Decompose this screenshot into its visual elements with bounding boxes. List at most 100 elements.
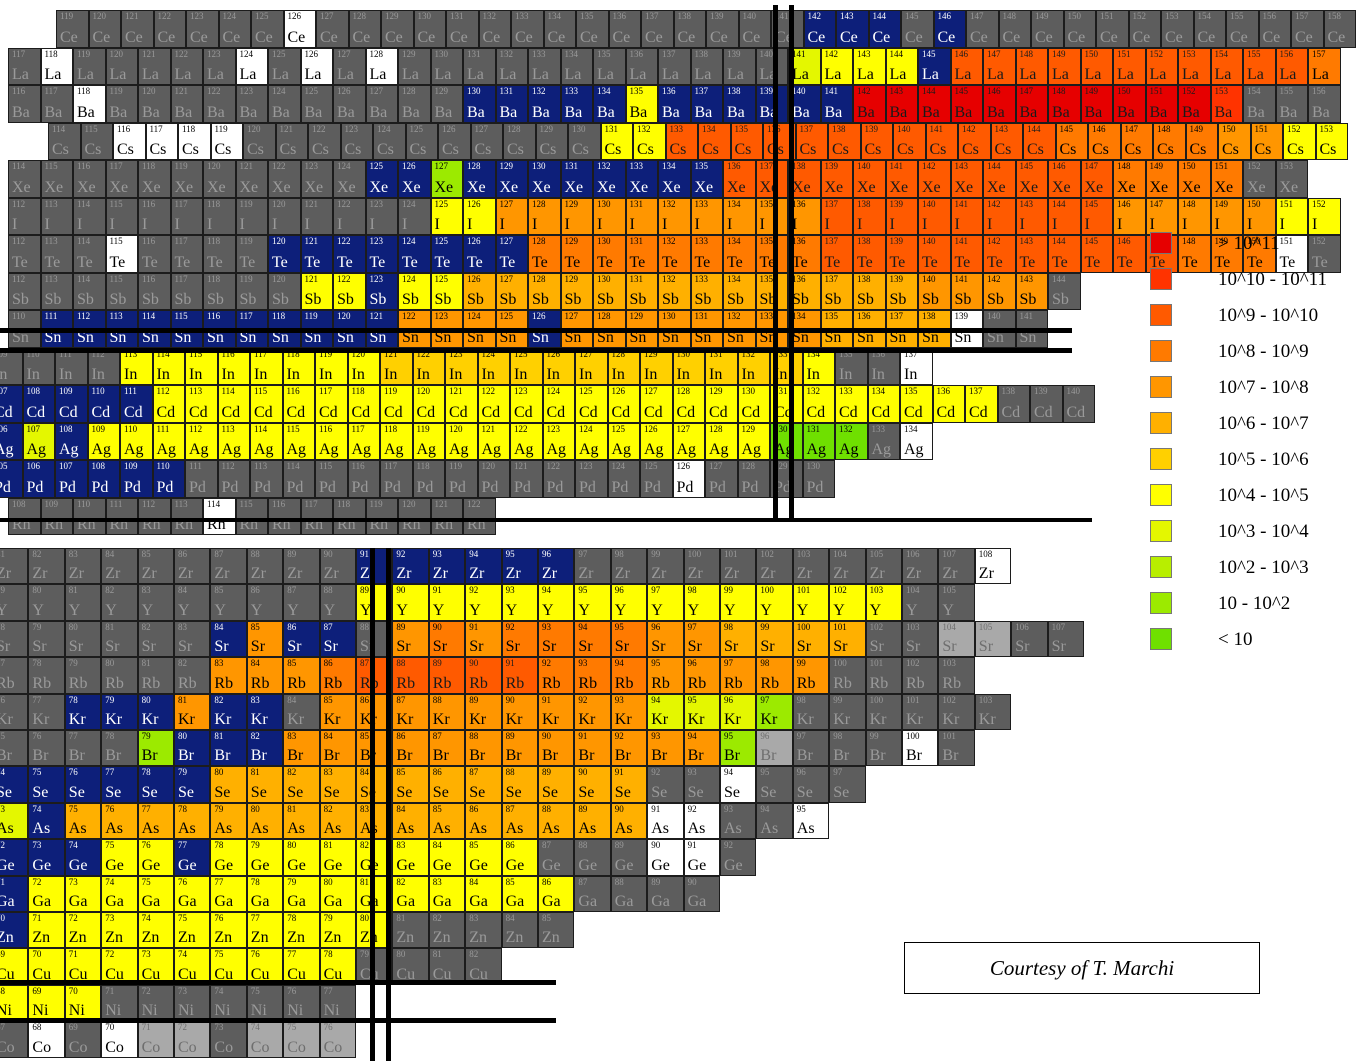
nuclide-cell: 77 As [137, 802, 174, 840]
mass-number: 129 [434, 86, 449, 96]
nuclide-cell: 70Zn [0, 912, 29, 949]
element-symbol: Xe [142, 178, 161, 196]
nuclide-cell: 117 In [250, 347, 283, 385]
mass-number: 137 [694, 86, 709, 96]
mass-number: 125 [369, 161, 384, 171]
nuclide-cell: 93 Se [683, 766, 720, 803]
nuclide-cell: 142 Xe [918, 160, 951, 198]
nuclide-cell: 134 Ba [593, 85, 626, 123]
nuclide-cell: 118 In [282, 347, 315, 385]
element-symbol: Zn [141, 929, 160, 947]
legend-label: 10^2 - 10^3 [1218, 557, 1309, 578]
nuclide-cell: 118 I [203, 197, 236, 235]
mass-number: 139 [727, 48, 741, 59]
element-symbol: Y [542, 601, 554, 619]
nuclide-cell: 145 Cs [1055, 122, 1088, 160]
nuclide-cell: 84 Rb [246, 657, 284, 694]
mass-number: 92 [469, 585, 479, 596]
element-symbol: Ba [109, 103, 128, 121]
mass-number: 126 [611, 386, 626, 396]
nuclide-cell: 80 As [246, 802, 284, 840]
element-symbol: I [1312, 216, 1318, 233]
element-symbol: I [142, 216, 148, 233]
element-symbol: I [337, 216, 343, 233]
element-symbol: La [922, 66, 939, 83]
nuclide-cell: 119 Ag [412, 422, 445, 460]
element-symbol: Xe [694, 178, 714, 196]
element-symbol: Se [651, 783, 668, 801]
nuclide-cell: 134 Cd [867, 385, 900, 423]
nuclide-cell: 95 As [792, 802, 830, 840]
nuclide-cell: 74Se [0, 766, 29, 803]
nuclide-cell: 122 Ce [153, 10, 186, 48]
element-symbol: Ga [178, 892, 197, 910]
element-symbol: Cd [969, 403, 988, 421]
nuclide-cell: 141 Sb [950, 272, 983, 310]
element-symbol: Cd [449, 403, 468, 421]
mass-number: 88 [614, 876, 624, 887]
mass-number: 139 [759, 86, 774, 96]
element-symbol: La [142, 66, 159, 83]
mass-number: 121 [174, 86, 189, 96]
element-symbol: Cu [432, 965, 452, 983]
mass-number: 119 [77, 48, 91, 59]
mass-number: 97 [687, 621, 697, 632]
element-symbol: La [109, 66, 127, 83]
nuclide-cell: 116 Pd [347, 460, 380, 498]
nuclide-cell: 123 La [203, 47, 236, 85]
nuclide-cell: 157 La [1308, 47, 1341, 85]
element-symbol: Co [68, 1038, 88, 1056]
nuclide-cell: 90 Se [574, 766, 611, 803]
mass-number: 116 [77, 161, 91, 171]
nuclide-cell: 128 Pd [737, 460, 770, 498]
nuclide-cell: 77 Ni [319, 984, 356, 1022]
nuclide-cell: 102 Zr [756, 548, 793, 585]
element-symbol: Ce [547, 28, 566, 46]
mass-number: 113 [174, 498, 188, 509]
nuclide-cell: 73 Ni [174, 984, 211, 1022]
nuclide-cell: 75 Zn [174, 912, 211, 949]
element-symbol: In [189, 366, 203, 383]
element-symbol: La [1279, 66, 1297, 83]
nuclide-cell: 77Rb [0, 657, 29, 694]
element-symbol: Te [402, 253, 418, 271]
mass-number: 106 [26, 461, 41, 471]
element-symbol: Ce [775, 28, 793, 46]
element-symbol: Br [760, 747, 777, 765]
element-symbol: Xe [1279, 178, 1299, 196]
mass-number: 96 [542, 549, 551, 559]
nuclide-cell: 88 Ge [574, 839, 611, 876]
nuclide-cell: 96 Se [792, 766, 830, 803]
element-symbol: Sr [287, 638, 302, 656]
mass-number: 138 [694, 48, 709, 59]
element-symbol: Ag [0, 441, 14, 458]
mass-number: 85 [214, 585, 224, 596]
nuclide-cell: 146 I [1113, 197, 1146, 235]
mass-number: 126 [676, 461, 691, 471]
mass-number: 149 [1149, 161, 1164, 171]
element-symbol: Ba [759, 103, 778, 121]
nuclide-cell: 108 Zr [974, 548, 1012, 585]
nuclide-cell: 123 Te [365, 235, 398, 273]
mass-number: 85 [432, 803, 442, 814]
mass-number: 76 [214, 913, 224, 923]
mass-number: 76 [68, 767, 78, 778]
element-symbol: Ce [905, 28, 923, 46]
nuclide-cell: 128 I [528, 197, 561, 235]
mass-number: 109 [0, 348, 8, 359]
mass-number: 80 [360, 913, 369, 923]
nuclide-cell: 143 Ce [836, 10, 869, 48]
nuclide-cell: 114 Pd [282, 460, 315, 498]
mass-number: 148 [1157, 123, 1171, 134]
nuclide-cell: 79 Sr [28, 620, 65, 658]
mass-number: 81 [432, 949, 442, 960]
mass-number: 148 [1117, 161, 1131, 171]
element-symbol: Kr [505, 710, 523, 728]
mass-number: 119 [416, 423, 430, 434]
mass-number: 137 [759, 161, 774, 171]
nuclide-cell: 101 Zr [720, 548, 757, 585]
mass-number: 120 [142, 86, 156, 96]
nuclide-cell: 136 Ba [658, 85, 691, 123]
element-symbol: I [44, 216, 50, 233]
element-symbol: La [369, 66, 387, 83]
